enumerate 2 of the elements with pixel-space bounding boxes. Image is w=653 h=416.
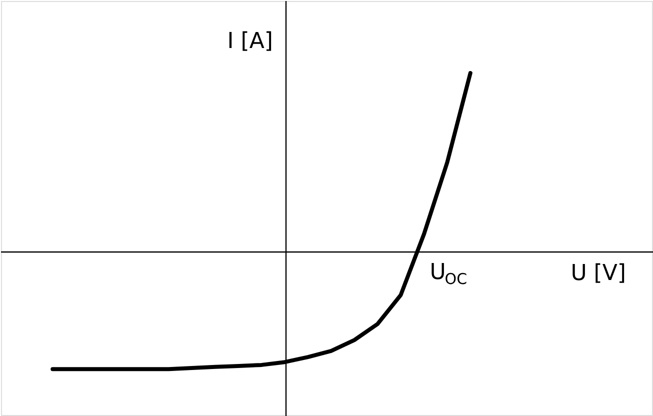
x-axis-title: U [V] [570, 261, 626, 286]
y-axis-title: I [A] [227, 29, 273, 54]
